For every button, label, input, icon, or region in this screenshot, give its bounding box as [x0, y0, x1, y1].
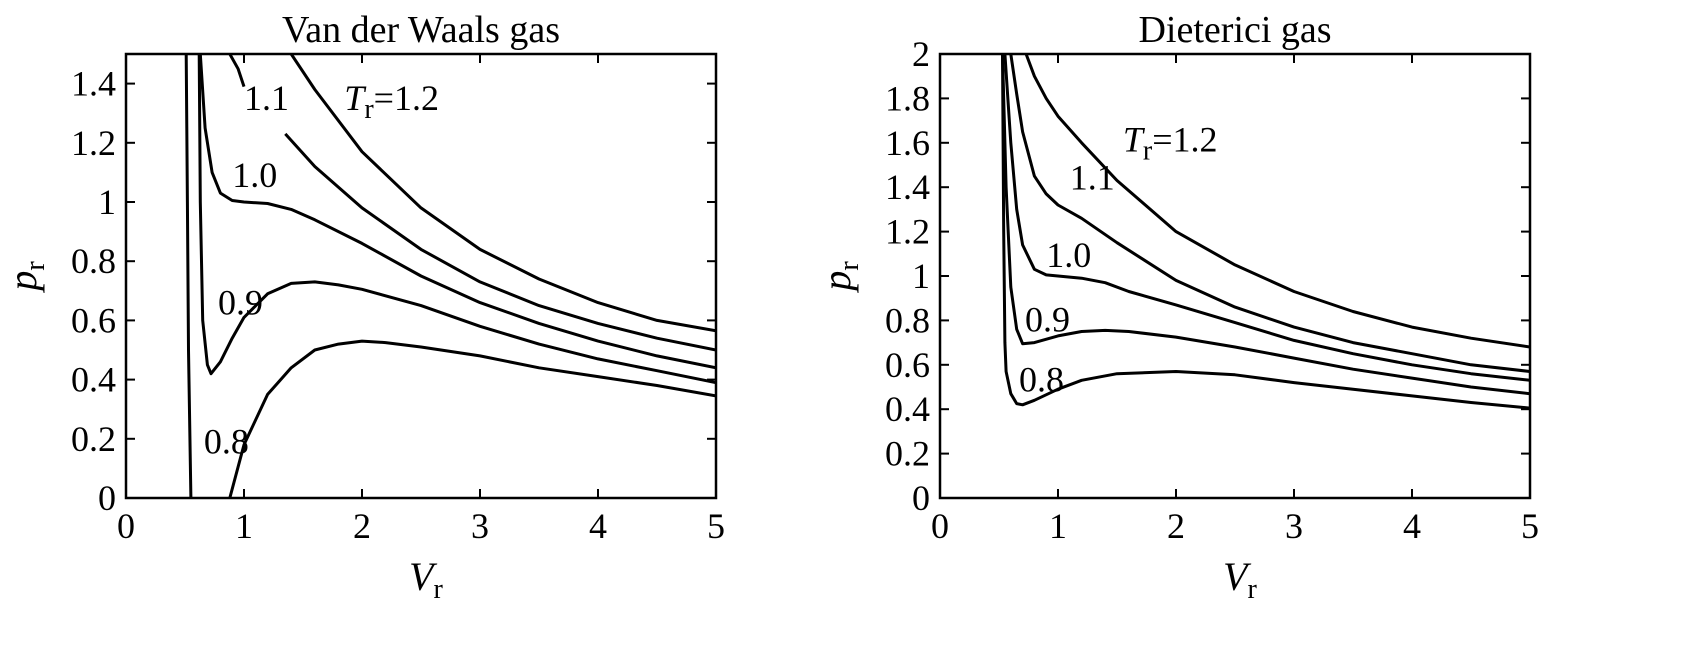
x-tick-label: 4 — [1403, 506, 1421, 546]
isotherm-curve-6 — [289, 54, 716, 333]
curve-label: 0.9 — [1025, 300, 1070, 340]
curve-label: 0.8 — [1019, 359, 1064, 399]
curve-label: 1.1 — [1070, 157, 1115, 197]
x-axis-label: Vr — [409, 554, 443, 605]
van-der-waals-panel: Van der Waals gas 0 1 2 3 4 5 0 0.2 0.4 0.6 0.8 1 1.… — [0, 9, 725, 605]
isotherm-curve-3 — [1009, 54, 1530, 373]
y-tick-label: 0.2 — [71, 419, 116, 459]
y-tick-label: 1 — [98, 182, 116, 222]
y-axis-label: pr — [0, 261, 51, 294]
curve-labels: 1.1 1.0 0.9 0.8 Tr=1.2 — [204, 78, 439, 461]
y-tick-label: 0.8 — [71, 241, 116, 281]
isotherm-curve-2 — [1003, 54, 1530, 382]
y-tick-label: 0.6 — [885, 345, 930, 385]
isotherm-curve-5 — [228, 54, 246, 88]
dieterici-panel: Dieterici gas 0 1 2 3 4 500.20.40.60.811.21.4… — [814, 9, 1539, 605]
y-tick-label: 1.6 — [885, 123, 930, 163]
ticks: 0 1 2 3 4 5 0 0.2 0.4 0.6 0.8 1 1.2 1.4 — [71, 54, 725, 546]
curve-label: 0.8 — [204, 422, 249, 462]
y-tick-label: 0.2 — [885, 434, 930, 474]
x-tick-label: 5 — [707, 506, 725, 546]
y-tick-label: 1 — [912, 256, 930, 296]
x-tick-label: 3 — [1285, 506, 1303, 546]
x-tick-label: 4 — [589, 506, 607, 546]
x-tick-label: 0 — [117, 506, 135, 546]
y-tick-label: 0.8 — [885, 300, 930, 340]
isotherm-curve-3 — [198, 54, 716, 370]
curve-label: 1.1 — [244, 78, 289, 118]
ticks: 0 1 2 3 4 500.20.40.60.811.21.41.61.82 — [885, 34, 1539, 546]
isotherm-curve-4 — [1024, 54, 1530, 349]
chart-title: Van der Waals gas — [282, 9, 560, 51]
curve-label: 1.0 — [232, 155, 277, 195]
isotherm-curve-1 — [1001, 54, 1530, 396]
y-tick-label: 0 — [98, 478, 116, 518]
y-tick-label: 0.4 — [71, 360, 116, 400]
isotherm-curve-1 — [228, 339, 716, 498]
isotherm-curve-0 — [1001, 54, 1530, 410]
y-tick-label: 0 — [912, 478, 930, 518]
y-tick-label: 1.4 — [71, 64, 116, 104]
x-axis-label: Vr — [1223, 554, 1257, 605]
x-tick-label: 1 — [1049, 506, 1067, 546]
y-axis-label: pr — [814, 261, 865, 294]
y-tick-label: 1.4 — [885, 167, 930, 207]
x-tick-label: 1 — [235, 506, 253, 546]
curve-label: Tr=1.2 — [344, 78, 439, 125]
x-tick-label: 2 — [353, 506, 371, 546]
curve-label: 1.0 — [1046, 235, 1091, 275]
y-tick-label: 2 — [912, 34, 930, 74]
curve-labels: 1.1 1.0 0.9 0.8 Tr=1.2 — [1019, 120, 1218, 400]
curves — [1001, 54, 1530, 410]
y-tick-label: 1.2 — [885, 212, 930, 252]
curve-label: 0.9 — [218, 282, 263, 322]
x-tick-label: 5 — [1521, 506, 1539, 546]
y-tick-label: 0.6 — [71, 300, 116, 340]
isotherm-curve-2 — [197, 54, 716, 385]
x-tick-label: 0 — [931, 506, 949, 546]
isotherm-curve-0 — [184, 54, 193, 498]
x-tick-label: 3 — [471, 506, 489, 546]
chart-title: Dieterici gas — [1138, 9, 1331, 51]
y-tick-label: 1.8 — [885, 78, 930, 118]
plot-frame — [938, 52, 1532, 500]
x-tick-label: 2 — [1167, 506, 1185, 546]
y-tick-label: 1.2 — [71, 123, 116, 163]
y-tick-label: 0.4 — [885, 389, 930, 429]
plot-frame — [124, 52, 718, 500]
curve-label: Tr=1.2 — [1123, 120, 1218, 167]
isotherm-curve-4 — [284, 132, 716, 352]
curves — [184, 54, 716, 498]
